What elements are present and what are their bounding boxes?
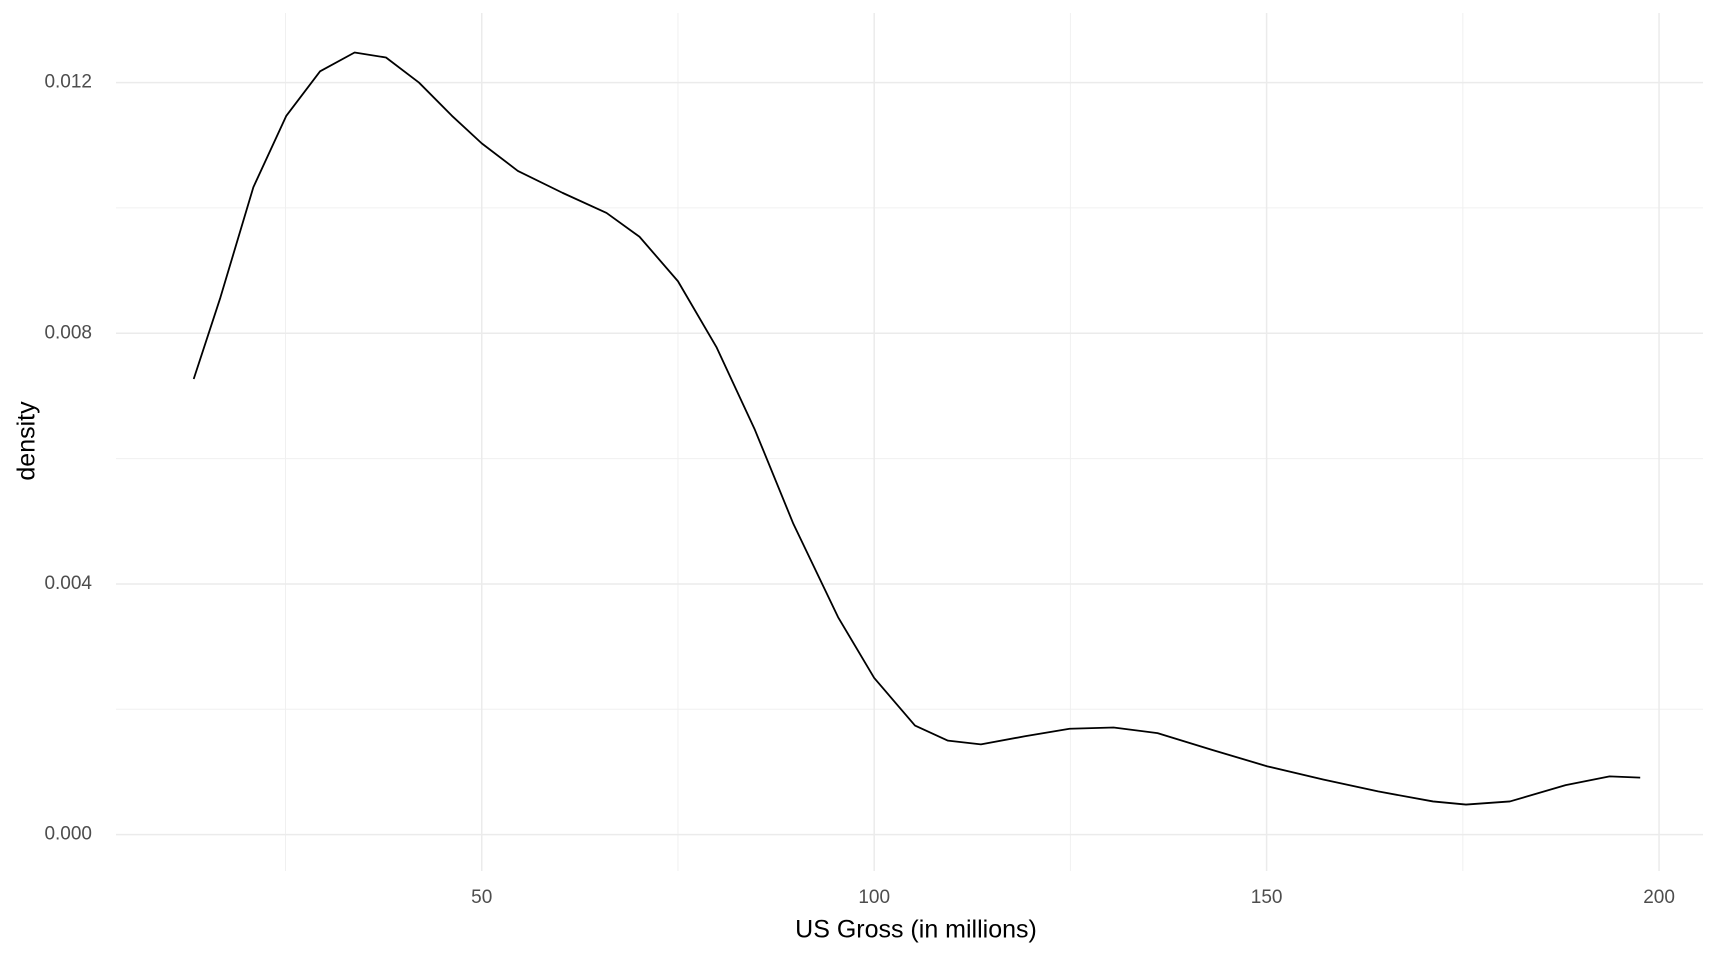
x-tick-label: 50: [471, 887, 492, 908]
y-tick-label: 0.000: [44, 824, 92, 845]
x-tick-label: 200: [1643, 887, 1675, 908]
x-axis-title: US Gross (in millions): [795, 916, 1037, 944]
density-line: [192, 51, 1641, 806]
y-tick-label: 0.008: [44, 322, 92, 343]
x-tick-label: 150: [1251, 887, 1283, 908]
y-tick-label: 0.012: [44, 72, 92, 93]
y-tick-label: 0.004: [44, 573, 92, 594]
y-axis-title: density: [13, 401, 41, 481]
x-tick-label: 100: [858, 887, 890, 908]
